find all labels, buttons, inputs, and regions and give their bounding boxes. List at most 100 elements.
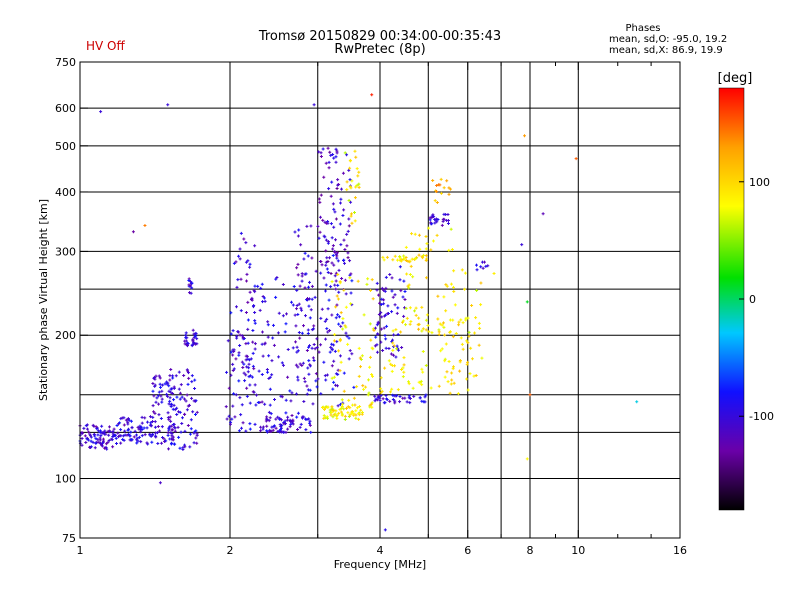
echo-point bbox=[191, 339, 195, 343]
echo-point bbox=[416, 323, 420, 327]
echo-point bbox=[103, 432, 107, 436]
echo-point bbox=[420, 329, 424, 333]
echo-point bbox=[315, 337, 319, 341]
echo-point bbox=[248, 290, 252, 294]
echo-point bbox=[525, 457, 529, 461]
echo-point bbox=[486, 264, 490, 268]
echo-point bbox=[528, 393, 532, 397]
echo-point bbox=[400, 368, 404, 372]
echo-point bbox=[413, 309, 417, 313]
echo-point bbox=[91, 440, 95, 444]
echo-point bbox=[430, 222, 434, 226]
echo-point bbox=[451, 365, 455, 369]
echo-point bbox=[384, 337, 388, 341]
echo-point bbox=[440, 347, 444, 351]
echo-point bbox=[253, 347, 257, 351]
echo-point bbox=[392, 333, 396, 337]
echo-point bbox=[449, 382, 453, 386]
echo-point bbox=[441, 219, 445, 223]
echo-point bbox=[88, 446, 92, 450]
echo-point bbox=[169, 367, 173, 371]
echo-point bbox=[137, 435, 141, 439]
echo-point bbox=[299, 243, 303, 247]
echo-point bbox=[297, 330, 301, 334]
echo-point bbox=[119, 417, 123, 421]
echo-point bbox=[368, 405, 372, 409]
echo-point bbox=[271, 428, 275, 432]
echo-point bbox=[192, 441, 196, 445]
echo-point bbox=[241, 421, 245, 425]
echo-point bbox=[331, 247, 335, 251]
echo-point bbox=[368, 365, 372, 369]
echo-point bbox=[186, 382, 190, 386]
echo-point bbox=[313, 347, 317, 351]
echo-point bbox=[435, 220, 439, 224]
echo-point bbox=[393, 254, 397, 258]
echo-point bbox=[134, 433, 138, 437]
echo-point bbox=[393, 293, 397, 297]
echo-point bbox=[385, 324, 389, 328]
echo-point bbox=[234, 305, 238, 309]
echo-point bbox=[158, 481, 162, 485]
echo-point bbox=[425, 242, 429, 246]
echo-point bbox=[191, 328, 195, 332]
echo-point bbox=[192, 399, 196, 403]
echo-point bbox=[294, 324, 298, 328]
echo-point bbox=[253, 383, 257, 387]
echo-point bbox=[475, 263, 479, 267]
echo-point bbox=[269, 412, 273, 416]
echo-point bbox=[405, 316, 409, 320]
echo-point bbox=[248, 401, 252, 405]
echo-point bbox=[107, 425, 111, 429]
echo-point bbox=[84, 441, 88, 445]
echo-point bbox=[246, 357, 250, 361]
echo-point bbox=[436, 294, 440, 298]
echo-point bbox=[94, 425, 98, 429]
echo-point bbox=[331, 244, 335, 248]
echo-point bbox=[378, 396, 382, 400]
y-tick-label: 200 bbox=[55, 329, 76, 342]
echo-point bbox=[193, 387, 197, 391]
echo-point bbox=[324, 161, 328, 165]
echo-point bbox=[341, 171, 345, 175]
echo-point bbox=[331, 387, 335, 391]
x-axis-label: Frequency [MHz] bbox=[334, 558, 426, 571]
echo-point bbox=[432, 215, 436, 219]
echo-point bbox=[233, 415, 237, 419]
echo-point bbox=[143, 224, 147, 228]
echo-point bbox=[316, 224, 320, 228]
echo-point bbox=[478, 326, 482, 330]
echo-point bbox=[100, 424, 104, 428]
echo-point bbox=[450, 247, 454, 251]
echo-point bbox=[251, 351, 255, 355]
echo-point bbox=[98, 430, 102, 434]
echo-point bbox=[244, 358, 248, 362]
echo-point bbox=[288, 389, 292, 393]
echo-point bbox=[242, 362, 246, 366]
echo-point bbox=[185, 368, 189, 372]
echo-point bbox=[187, 283, 191, 287]
echo-point bbox=[303, 380, 307, 384]
echo-point bbox=[541, 212, 545, 216]
echo-point bbox=[290, 413, 294, 417]
echo-point bbox=[357, 417, 361, 421]
echo-point bbox=[160, 397, 164, 401]
echo-point bbox=[302, 257, 306, 261]
echo-point bbox=[80, 443, 84, 447]
echo-point bbox=[92, 432, 96, 436]
echo-point bbox=[327, 298, 331, 302]
echo-point bbox=[177, 370, 181, 374]
echo-point bbox=[391, 295, 395, 299]
echo-point bbox=[246, 318, 250, 322]
echo-point bbox=[323, 406, 327, 410]
echo-point bbox=[391, 393, 395, 397]
echo-point bbox=[324, 221, 328, 225]
echo-point bbox=[300, 279, 304, 283]
echo-point bbox=[235, 285, 239, 289]
echo-point bbox=[414, 306, 418, 310]
echo-point bbox=[449, 282, 453, 286]
echo-point bbox=[342, 371, 346, 375]
echo-point bbox=[424, 247, 428, 251]
echo-point bbox=[259, 286, 263, 290]
echo-point bbox=[127, 432, 131, 436]
